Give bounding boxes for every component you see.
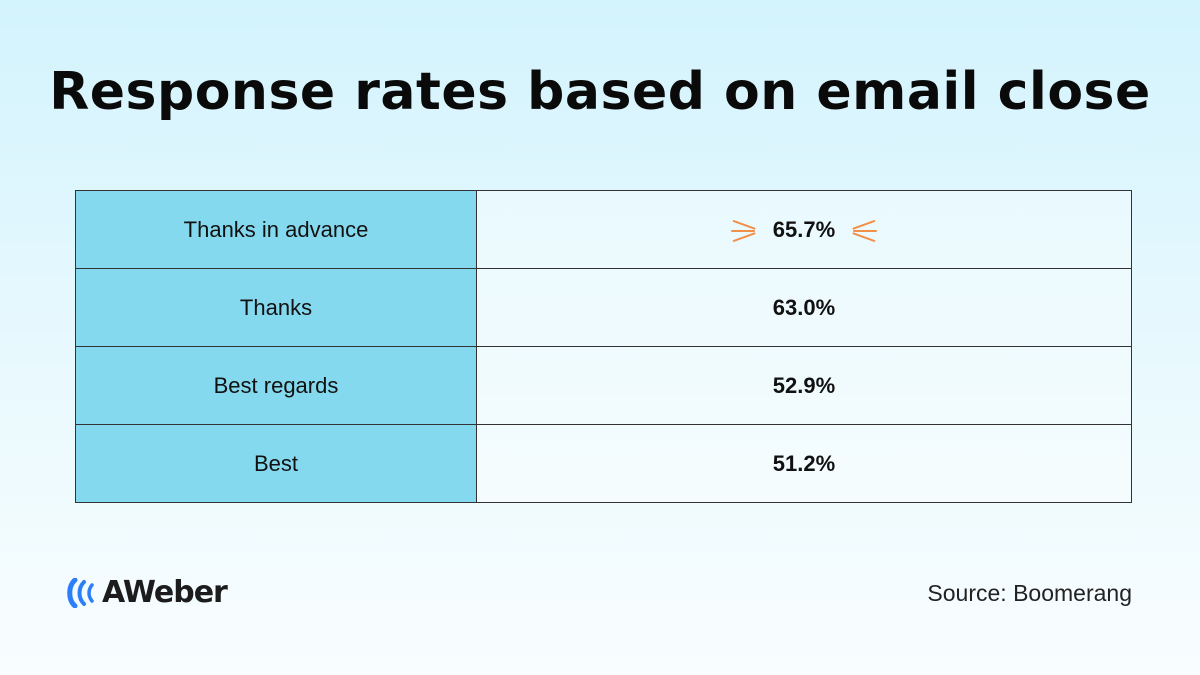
row-value-cell: 63.0%	[476, 268, 1132, 347]
row-label: Thanks in advance	[75, 190, 477, 269]
table-row: Thanks 63.0%	[75, 268, 1132, 347]
row-value: 63.0%	[772, 294, 836, 320]
row-value-cell: 51.2%	[476, 424, 1132, 503]
row-value-cell: 65.7%	[476, 190, 1132, 269]
page-title: Response rates based on email close	[49, 62, 1151, 122]
table-row: Thanks in advance 65.7%	[75, 190, 1132, 269]
response-rate-table: Thanks in advance 65.7% Thanks 63.0% Best re…	[75, 190, 1132, 503]
logo-text: AWeber	[102, 575, 228, 610]
highlight-wrap: 65.7%	[730, 216, 878, 243]
row-value: 52.9%	[772, 372, 836, 398]
aweber-logo: AWeber	[66, 575, 228, 610]
row-label: Best	[75, 424, 477, 503]
source-note: Source: Boomerang	[927, 580, 1132, 606]
row-label: Thanks	[75, 268, 477, 347]
table-row: Best 51.2%	[75, 424, 1132, 503]
aweber-wave-icon	[67, 577, 94, 608]
row-value-cell: 52.9%	[476, 346, 1132, 425]
table-row: Best regards 52.9%	[75, 346, 1132, 425]
row-label: Best regards	[75, 346, 477, 425]
row-value: 65.7%	[772, 216, 836, 242]
row-value: 51.2%	[772, 450, 836, 476]
